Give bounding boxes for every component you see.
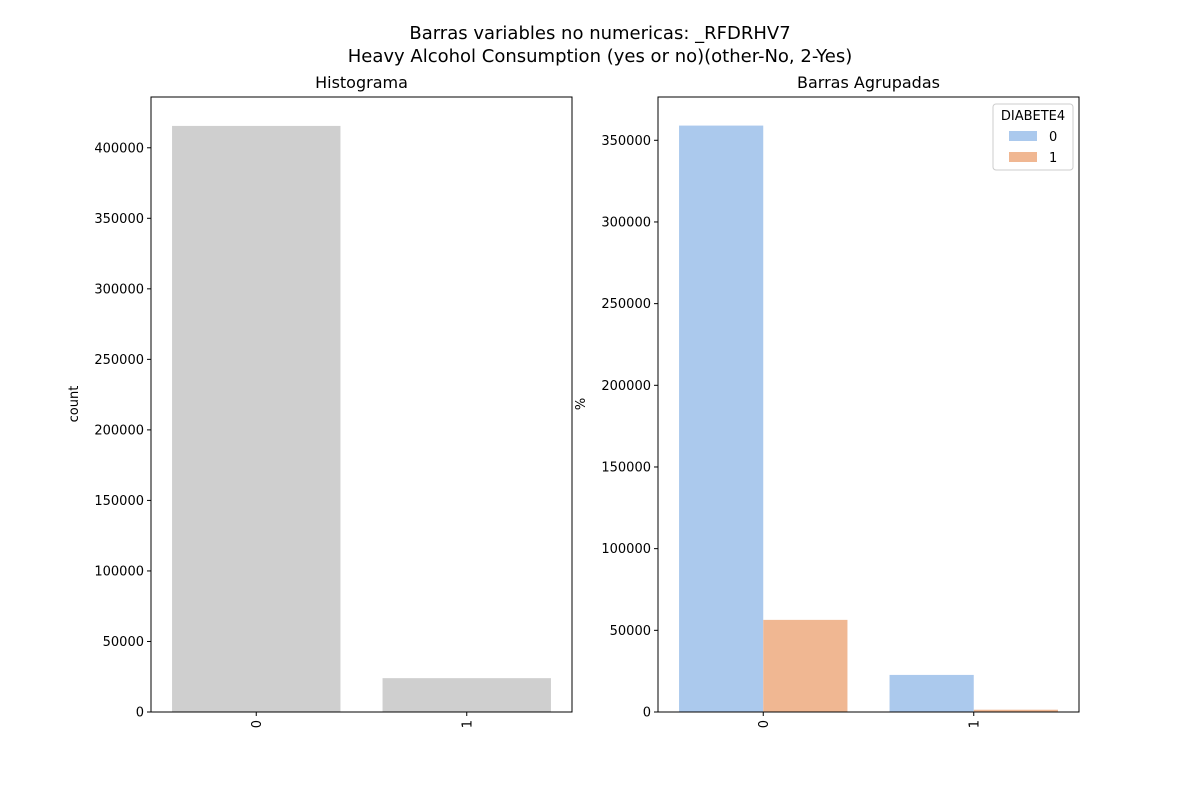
figure-title-line-1: Barras variables no numericas: _RFDRHV7 — [409, 23, 790, 44]
grouped-ytick-label: 100000 — [601, 542, 651, 557]
histogram-xtick-label: 0 — [250, 720, 265, 728]
grouped-xtick-label: 0 — [757, 720, 772, 728]
grouped-ytick-label: 250000 — [601, 297, 651, 312]
histogram-title: Histograma — [315, 73, 408, 92]
grouped-ytick-label: 50000 — [610, 624, 651, 639]
grouped-legend-label-0: 0 — [1049, 130, 1057, 145]
figure-title-line-2: Heavy Alcohol Consumption (yes or no)(ot… — [348, 46, 853, 67]
grouped-bar-cat-0-series-1 — [763, 619, 848, 712]
grouped-frame — [657, 96, 1080, 713]
histogram-ytick-label: 150000 — [94, 494, 144, 509]
histogram-ytick-label: 0 — [136, 706, 144, 721]
grouped-legend-label-1: 1 — [1049, 151, 1057, 166]
histogram-axes: Histograma count 0 50000 100000 150000 20000… — [67, 73, 573, 728]
grouped-legend-swatch-0 — [1009, 131, 1037, 141]
grouped-legend-swatch-1 — [1009, 152, 1037, 162]
grouped-bar-cat-1-series-0 — [889, 674, 974, 712]
histogram-frame — [150, 96, 573, 713]
histogram-bar-0 — [172, 125, 341, 713]
grouped-bars-y-label: % — [574, 398, 589, 410]
grouped-ytick-label: 0 — [643, 706, 651, 721]
grouped-bar-cat-0-series-0 — [679, 125, 764, 713]
grouped-legend: DIABETE4 0 1 — [992, 103, 1074, 171]
histogram-ytick-label: 200000 — [94, 423, 144, 438]
grouped-ytick-label: 300000 — [601, 215, 651, 230]
grouped-ytick-label: 200000 — [601, 379, 651, 394]
grouped-bar-cat-1-series-1 — [973, 709, 1058, 712]
grouped-legend-title: DIABETE4 — [1001, 109, 1065, 124]
grouped-bars-title: Barras Agrupadas — [797, 73, 940, 92]
histogram-y-label: count — [67, 386, 82, 423]
histogram-ytick-label: 350000 — [94, 212, 144, 227]
grouped-bars-axes: Barras Agrupadas % 0 50000 100000 150000 200… — [574, 73, 1080, 728]
histogram-xtick-label: 1 — [460, 720, 475, 728]
grouped-ytick-label: 150000 — [601, 460, 651, 475]
histogram-ytick-label: 100000 — [94, 564, 144, 579]
histogram-ytick-label: 300000 — [94, 282, 144, 297]
histogram-ytick-label: 50000 — [103, 635, 144, 650]
histogram-bar-1 — [382, 678, 551, 712]
histogram-ytick-label: 400000 — [94, 141, 144, 156]
histogram-ytick-label: 250000 — [94, 353, 144, 368]
grouped-xtick-label: 1 — [967, 720, 982, 728]
grouped-ytick-label: 350000 — [601, 134, 651, 149]
